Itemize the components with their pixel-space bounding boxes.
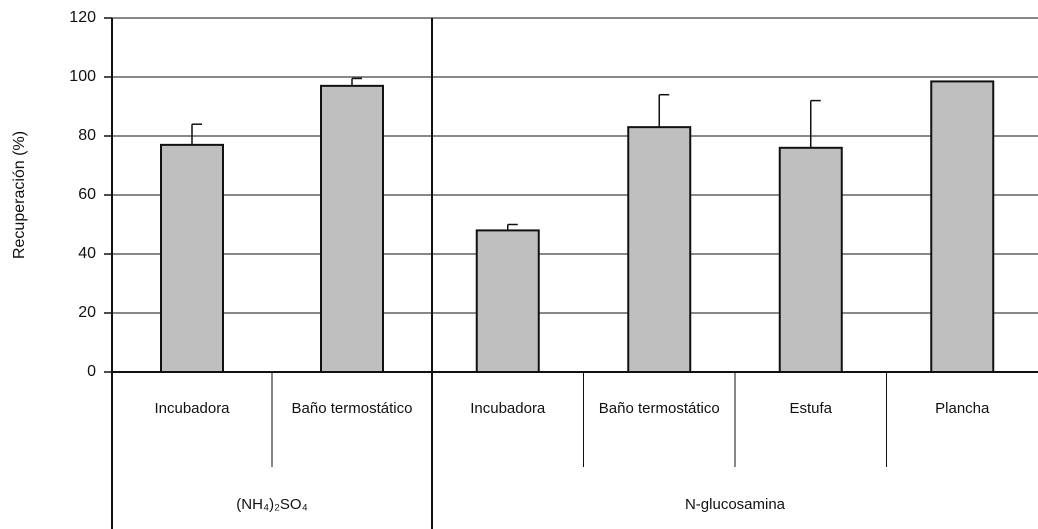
y-axis-label: Recuperación (%) xyxy=(11,131,28,259)
x-tick-label: Baño termostático xyxy=(291,400,413,417)
bar xyxy=(778,146,843,373)
y-tick-label: 20 xyxy=(78,304,96,321)
x-tick-label: Plancha xyxy=(935,400,990,417)
bar xyxy=(475,229,540,373)
y-tick-label: 100 xyxy=(69,68,96,85)
x-tick-label: Incubadora xyxy=(470,400,546,417)
y-tick-label: 0 xyxy=(87,363,96,380)
y-tick-label: 60 xyxy=(78,186,96,203)
group-label: N-glucosamina xyxy=(684,496,786,513)
y-tick-label: 80 xyxy=(78,127,96,144)
y-tick-label: 120 xyxy=(69,9,96,26)
bar xyxy=(320,84,384,373)
y-tick-label: 40 xyxy=(78,245,96,262)
x-tick-label: Estufa xyxy=(789,400,833,417)
bar xyxy=(627,126,692,374)
x-tick-label: Incubadora xyxy=(154,400,230,417)
x-tick-label: Baño termostático xyxy=(598,400,720,417)
bar xyxy=(160,143,224,373)
group-label: (NH₄)₂SO₄ xyxy=(236,496,308,513)
bar xyxy=(930,80,995,374)
